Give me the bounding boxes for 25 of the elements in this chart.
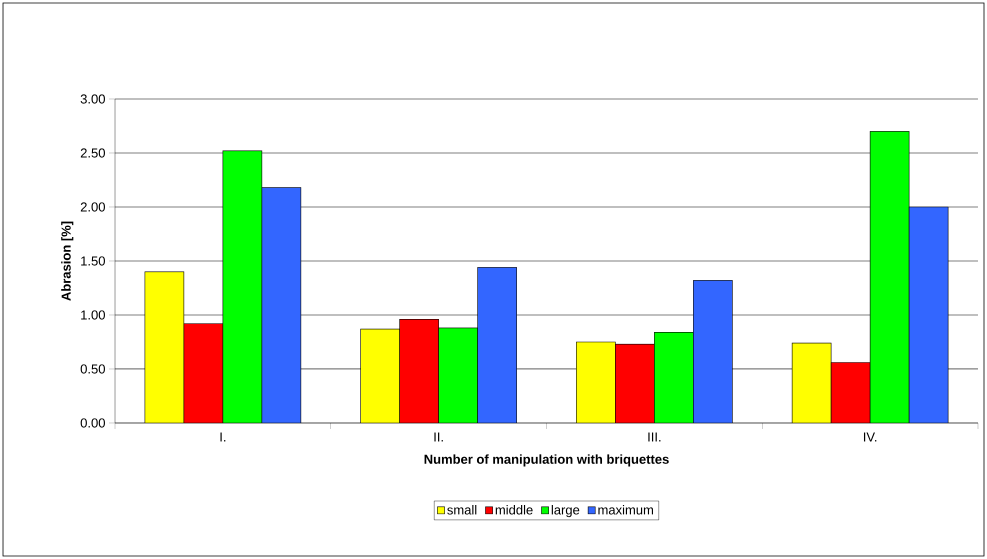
legend-label: large [552,505,580,518]
legend-label: maximum [598,505,653,515]
x-axis-title: Number of manipulation with briquettes [424,454,669,466]
y-tick-label: 0.50 [80,364,105,374]
x-tick-label: II. [434,432,443,442]
bar [184,323,224,423]
bar [615,344,655,423]
y-tick-label: 1.50 [81,256,105,266]
bar [399,319,439,423]
legend-label: middle [496,505,533,515]
bar [654,332,694,423]
bar [222,150,262,423]
bar [830,362,870,423]
legend-label: small [447,505,476,515]
y-axis-title: Abrasion [%] [61,222,74,301]
y-tick-label: 0.00 [80,418,105,428]
y-tick-label: 2.50 [80,148,105,158]
x-tick-label: III. [648,432,660,442]
y-tick-label: 3.00 [80,94,105,104]
x-tick-label: I. [220,432,226,442]
y-tick-label: 2.00 [80,202,105,212]
x-tick-label: IV. [864,432,876,442]
y-tick-label: 1.00 [81,310,105,320]
bar [438,328,478,423]
bar [870,131,910,423]
